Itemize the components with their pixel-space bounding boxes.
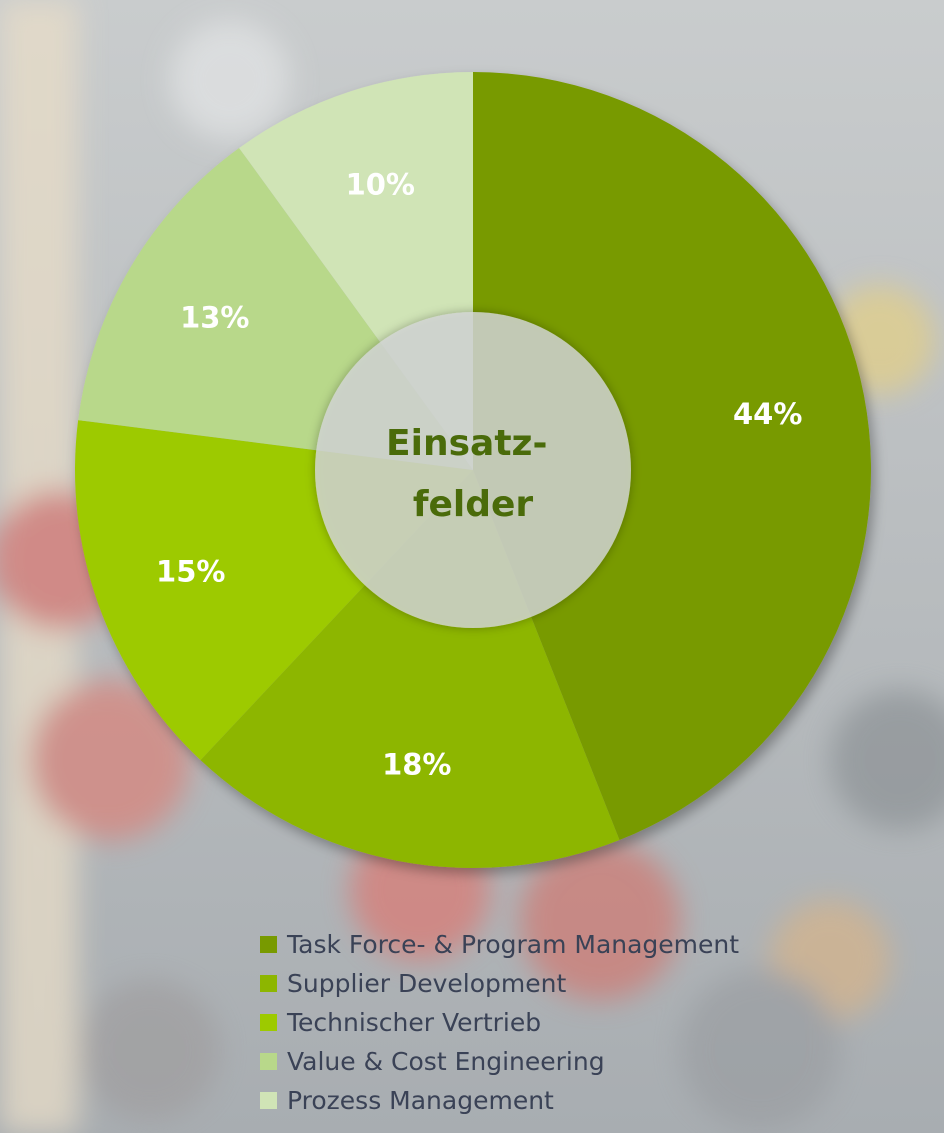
data-label-task-force-and-program-management: 44%: [733, 397, 802, 431]
data-label-technischer-vertrieb: 15%: [156, 555, 225, 589]
legend-item-supplier-development: Supplier Development: [260, 964, 739, 1003]
legend-swatch: [260, 975, 277, 992]
center-title-line-1: Einsatz-: [386, 423, 547, 464]
legend-swatch: [260, 1053, 277, 1070]
center-title: Einsatz- felder: [386, 423, 560, 525]
legend-swatch: [260, 936, 277, 953]
legend-label: Technischer Vertrieb: [287, 1008, 542, 1037]
legend-item-value-and-cost-engineering: Value & Cost Engineering: [260, 1042, 739, 1081]
slice-data-labels: 44% 18% 15% 13% 10%: [156, 168, 802, 782]
legend-swatch: [260, 1092, 277, 1109]
legend-swatch: [260, 1014, 277, 1031]
legend-item-task-force-and-program-management: Task Force- & Program Management: [260, 925, 739, 964]
center-title-line-2: felder: [413, 484, 534, 525]
data-label-supplier-development: 18%: [382, 748, 451, 782]
legend-item-technischer-vertrieb: Technischer Vertrieb: [260, 1003, 739, 1042]
slice-supplier-development: [200, 470, 620, 868]
legend-label: Value & Cost Engineering: [287, 1047, 605, 1076]
donut-center-hole: [315, 312, 631, 628]
legend-label: Task Force- & Program Management: [287, 930, 740, 959]
legend-label: Prozess Management: [287, 1086, 554, 1115]
chart-legend: Task Force- & Program Management Supplier…: [260, 925, 739, 1120]
legend-label: Supplier Development: [287, 969, 567, 998]
slice-task-force-and-program-management: [473, 72, 872, 841]
legend-item-prozess-management: Prozess Management: [260, 1081, 739, 1120]
data-label-prozess-management: 10%: [346, 168, 415, 202]
data-label-value-and-cost-engineering: 13%: [180, 300, 249, 334]
